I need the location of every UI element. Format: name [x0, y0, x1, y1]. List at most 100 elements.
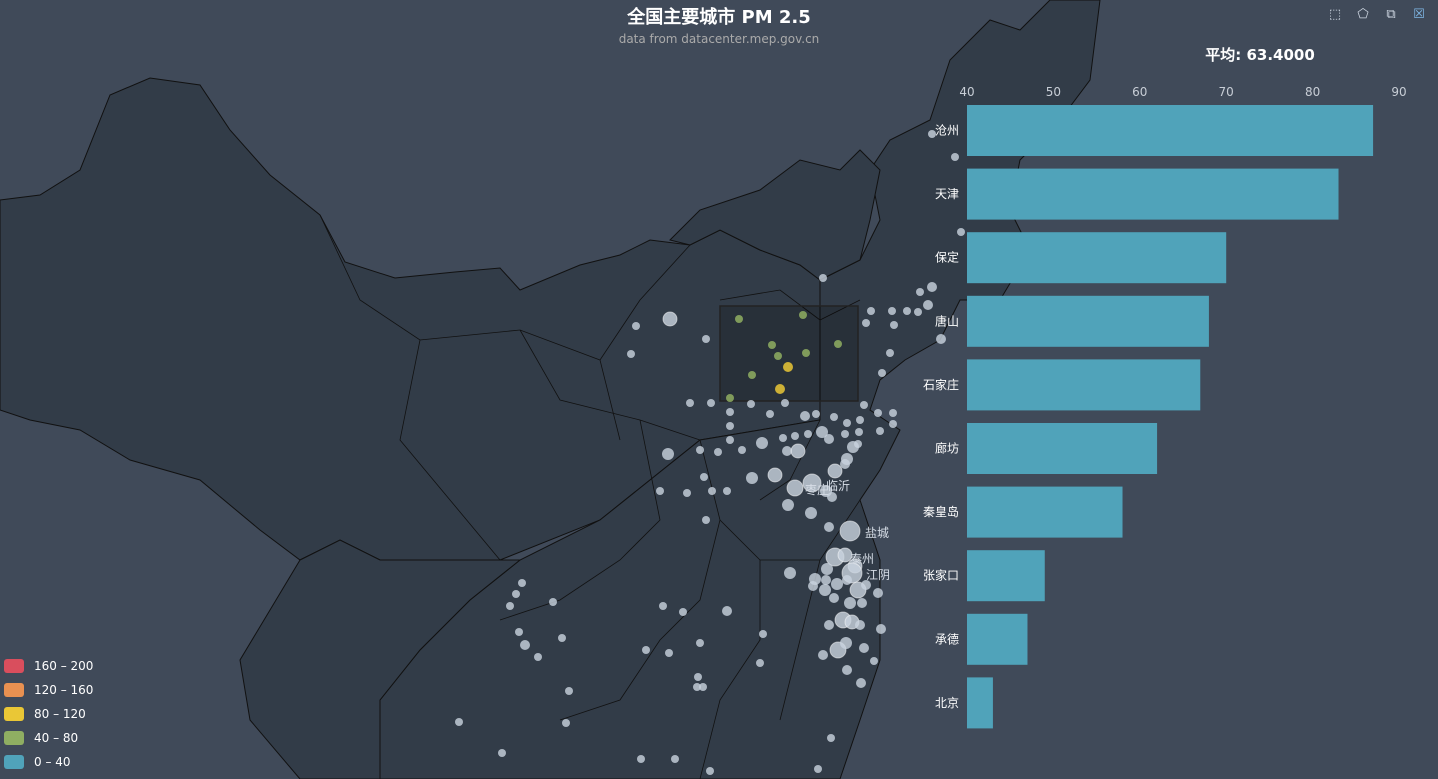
city-point[interactable]	[455, 718, 463, 726]
city-point[interactable]	[857, 598, 867, 608]
city-point[interactable]	[784, 567, 796, 579]
bar[interactable]	[967, 677, 993, 729]
city-point[interactable]	[842, 665, 852, 675]
city-point[interactable]	[565, 687, 573, 695]
city-point[interactable]	[903, 307, 911, 315]
city-point[interactable]	[886, 349, 894, 357]
city-point[interactable]	[683, 489, 691, 497]
city-point[interactable]	[671, 755, 679, 763]
brush-selection-box[interactable]	[719, 305, 859, 402]
city-point[interactable]	[816, 426, 828, 438]
city-point[interactable]	[723, 487, 731, 495]
city-point[interactable]	[722, 606, 732, 616]
bar[interactable]	[967, 423, 1158, 474]
city-point[interactable]	[782, 446, 792, 456]
city-point[interactable]	[693, 683, 701, 691]
city-point[interactable]	[839, 520, 861, 542]
city-point[interactable]	[837, 547, 853, 563]
city-point[interactable]	[790, 443, 806, 459]
bar[interactable]	[967, 168, 1339, 220]
city-point[interactable]	[834, 340, 842, 348]
bar[interactable]	[967, 105, 1374, 156]
city-point[interactable]	[726, 394, 734, 402]
legend-item-160-200[interactable]: 160 – 200	[4, 654, 93, 678]
city-point[interactable]	[827, 734, 835, 742]
city-point[interactable]	[774, 352, 782, 360]
city-point[interactable]	[738, 446, 746, 454]
brush-keep-button[interactable]: ⧉	[1382, 6, 1400, 24]
brush-clear-button[interactable]: ☒	[1410, 6, 1428, 24]
city-point[interactable]	[783, 362, 793, 372]
city-point[interactable]	[756, 437, 768, 449]
bar[interactable]	[967, 613, 1028, 665]
city-point[interactable]	[878, 369, 886, 377]
legend-item-0-40[interactable]: 0 – 40	[4, 750, 93, 774]
city-point[interactable]	[951, 153, 959, 161]
city-point[interactable]	[775, 384, 785, 394]
city-point[interactable]	[831, 578, 843, 590]
city-point[interactable]	[779, 434, 787, 442]
city-point[interactable]	[786, 479, 804, 497]
bar[interactable]	[967, 486, 1123, 538]
city-point[interactable]	[890, 321, 898, 329]
brush-polygon-button[interactable]: ⬠	[1354, 6, 1372, 24]
city-point[interactable]	[827, 463, 843, 479]
city-point[interactable]	[914, 308, 922, 316]
city-point[interactable]	[696, 446, 704, 454]
city-point[interactable]	[861, 580, 871, 590]
city-point[interactable]	[800, 411, 810, 421]
city-point[interactable]	[534, 653, 542, 661]
city-point[interactable]	[802, 349, 810, 357]
city-point[interactable]	[873, 588, 883, 598]
bar[interactable]	[967, 359, 1201, 411]
city-point[interactable]	[802, 473, 822, 493]
city-point[interactable]	[957, 228, 965, 236]
city-point[interactable]	[662, 311, 678, 327]
city-point[interactable]	[767, 467, 783, 483]
city-point[interactable]	[889, 409, 897, 417]
city-point[interactable]	[726, 436, 734, 444]
city-point[interactable]	[859, 643, 869, 653]
city-point[interactable]	[558, 634, 566, 642]
city-point[interactable]	[694, 673, 702, 681]
city-point[interactable]	[876, 427, 884, 435]
city-point[interactable]	[856, 416, 864, 424]
city-point[interactable]	[512, 590, 520, 598]
city-point[interactable]	[843, 419, 851, 427]
bar[interactable]	[967, 295, 1209, 347]
city-point[interactable]	[707, 399, 715, 407]
city-point[interactable]	[874, 409, 882, 417]
city-point[interactable]	[714, 448, 722, 456]
city-point[interactable]	[821, 563, 833, 575]
city-point[interactable]	[824, 434, 834, 444]
city-point[interactable]	[830, 413, 838, 421]
city-point[interactable]	[888, 307, 896, 315]
bar[interactable]	[967, 232, 1227, 284]
city-point[interactable]	[748, 371, 756, 379]
city-point[interactable]	[766, 410, 774, 418]
city-point[interactable]	[498, 749, 506, 757]
city-point[interactable]	[821, 575, 831, 585]
city-point[interactable]	[844, 597, 856, 609]
city-point[interactable]	[518, 579, 526, 587]
city-point[interactable]	[923, 300, 933, 310]
city-point[interactable]	[708, 487, 716, 495]
city-point[interactable]	[841, 430, 849, 438]
city-point[interactable]	[808, 581, 818, 591]
city-point[interactable]	[862, 319, 870, 327]
city-point[interactable]	[632, 322, 640, 330]
city-point[interactable]	[824, 522, 834, 532]
city-point[interactable]	[860, 401, 868, 409]
city-point[interactable]	[840, 459, 850, 469]
city-point[interactable]	[627, 350, 635, 358]
city-point[interactable]	[928, 130, 936, 138]
city-point[interactable]	[782, 499, 794, 511]
city-point[interactable]	[696, 639, 704, 647]
brush-rect-button[interactable]: ⬚	[1326, 6, 1344, 24]
city-point[interactable]	[506, 602, 514, 610]
city-point[interactable]	[642, 646, 650, 654]
city-point[interactable]	[867, 307, 875, 315]
city-point[interactable]	[706, 767, 714, 775]
city-point[interactable]	[855, 428, 863, 436]
